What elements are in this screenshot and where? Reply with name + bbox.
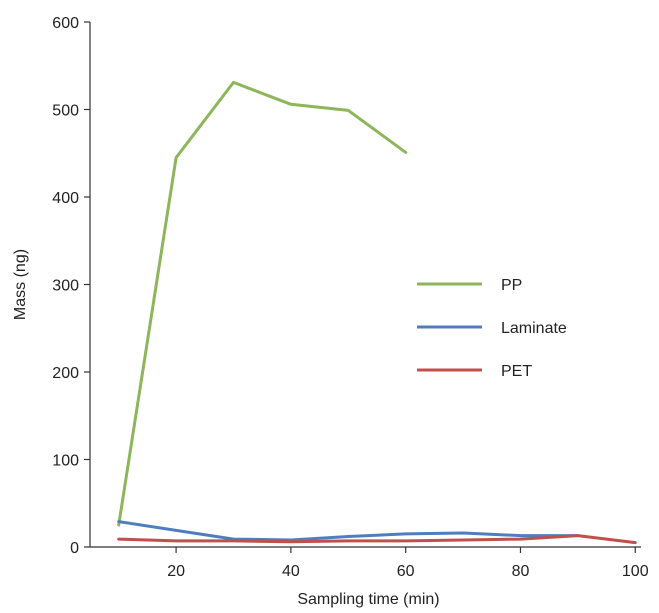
- legend: PP Laminate PET: [417, 277, 567, 380]
- x-tick-label: 20: [167, 563, 185, 580]
- y-ticks: 0 100 200 300 400 500 600: [52, 15, 90, 557]
- legend-label-pp: PP: [501, 277, 522, 294]
- y-tick-label: 300: [52, 278, 79, 295]
- series-layer: [117, 80, 637, 545]
- y-tick-label: 500: [52, 103, 79, 120]
- x-tick-label: 100: [622, 563, 649, 580]
- y-axis-label: Mass (ng): [12, 249, 29, 320]
- series-line-laminate: [117, 520, 580, 542]
- x-ticks: 20 40 60 80 100: [167, 547, 649, 580]
- x-tick-label: 80: [512, 563, 530, 580]
- series-line-pp: [117, 80, 408, 527]
- x-tick-label: 60: [397, 563, 415, 580]
- axes: [89, 22, 641, 548]
- y-tick-label: 200: [52, 365, 79, 382]
- y-tick-label: 400: [52, 190, 79, 207]
- x-tick-label: 40: [282, 563, 300, 580]
- x-axis-label: Sampling time (min): [297, 591, 439, 608]
- legend-label-pet: PET: [501, 363, 532, 380]
- y-tick-label: 600: [52, 15, 79, 32]
- legend-label-laminate: Laminate: [501, 320, 567, 337]
- y-tick-label: 100: [52, 453, 79, 470]
- series-line-pet: [117, 534, 637, 545]
- y-tick-label: 0: [70, 540, 79, 557]
